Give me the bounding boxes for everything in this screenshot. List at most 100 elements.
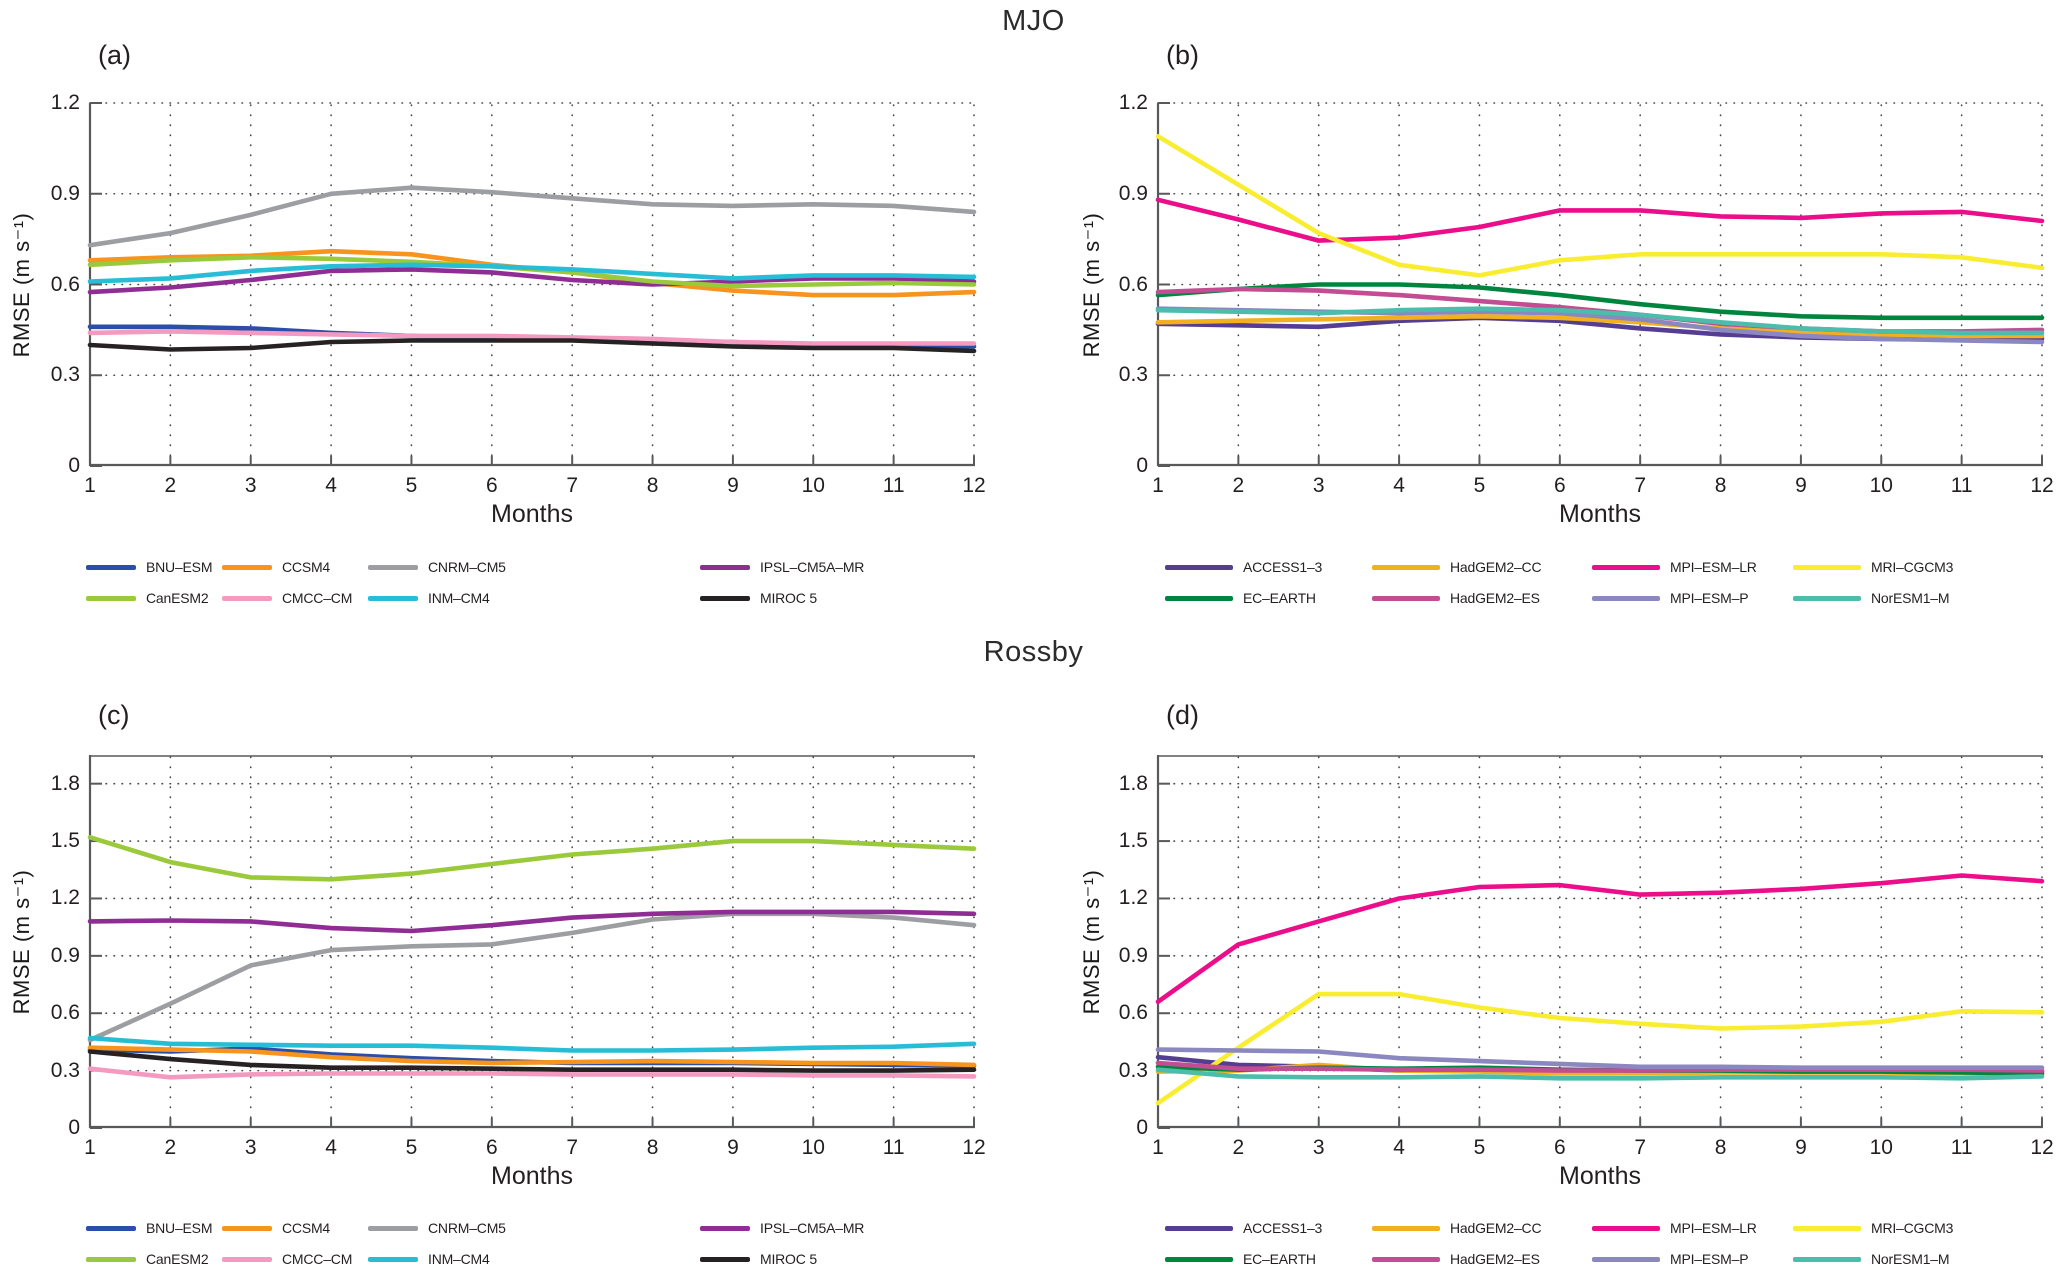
chart-plot-a — [87, 102, 977, 467]
legend-label-mri-cgcm3: MRI–CGCM3 — [1871, 1220, 1954, 1236]
chart-plot-d — [1155, 755, 2045, 1129]
x-tick-label-a: 4 — [325, 474, 337, 497]
x-tick-label-a: 2 — [164, 474, 177, 497]
legend-swatch-cmcc-cm — [222, 595, 272, 601]
legend-swatch-inm-cm4 — [368, 595, 418, 601]
series-line-miroc-5 — [87, 338, 977, 354]
legend-label-mpi-esm-lr: MPI–ESM–LR — [1670, 559, 1757, 575]
y-tick-label-c: 0 — [68, 1116, 80, 1139]
legend-swatch-ipsl-cm5a-mr — [700, 564, 750, 570]
legend-label-mpi-esm-p: MPI–ESM–P — [1670, 590, 1749, 606]
legend-swatch-ccsm4 — [222, 564, 272, 570]
series-line-noresm1-m — [1155, 1067, 2045, 1081]
series-line-ec-earth — [1155, 282, 2045, 321]
legend-label-ccsm4: CCSM4 — [282, 559, 331, 575]
series-line-cmcc-cm — [87, 1066, 977, 1080]
x-tick-label-d: 7 — [1634, 1136, 1647, 1159]
x-tick-label-d: 6 — [1553, 1136, 1566, 1159]
y-tick-label-a: 0.3 — [50, 363, 80, 387]
legend-label-canesm2: CanESM2 — [146, 1251, 209, 1267]
y-tick-label-d: 0.6 — [1118, 1001, 1148, 1025]
legend-label-mpi-esm-p: MPI–ESM–P — [1670, 1251, 1749, 1267]
panel-label-b: (b) — [1166, 40, 1199, 70]
x-tick-label-b: 3 — [1312, 474, 1325, 497]
legend-label-miroc-5: MIROC 5 — [760, 590, 817, 606]
legend-swatch-canesm2 — [86, 1256, 136, 1262]
x-tick-label-d: 2 — [1232, 1136, 1245, 1159]
panel-label-d: (d) — [1166, 700, 1199, 730]
x-axis-label-d: Months — [1559, 1162, 1641, 1190]
y-tick-label-a: 1.2 — [50, 91, 80, 114]
legend-label-noresm1-m: NorESM1–M — [1871, 590, 1950, 606]
series-line-mri-cgcm3 — [1155, 991, 2045, 1106]
y-tick-label-b: 1.2 — [1118, 91, 1148, 114]
y-tick-label-b: 0.9 — [1118, 181, 1148, 205]
legend-swatch-ccsm4 — [222, 1225, 272, 1231]
x-tick-label-a: 1 — [84, 474, 96, 497]
legend-swatch-access1-3 — [1165, 1225, 1233, 1231]
x-tick-label-c: 12 — [962, 1136, 986, 1159]
legend-swatch-inm-cm4 — [368, 1256, 418, 1262]
legend-swatch-bnu-esm — [86, 1225, 136, 1231]
series-line-cmcc-cm — [87, 329, 977, 346]
x-tick-label-c: 6 — [485, 1136, 498, 1159]
legend-swatch-cnrm-cm5 — [368, 564, 418, 570]
x-tick-label-c: 1 — [84, 1136, 96, 1159]
series-line-ipsl-cm5a-mr — [87, 909, 977, 934]
section-title-rossby: Rossby — [983, 636, 1084, 668]
legend-swatch-hadgem2-es — [1372, 595, 1440, 601]
legend-label-ipsl-cm5a-mr: IPSL–CM5A–MR — [760, 1220, 865, 1236]
y-tick-label-a: 0.6 — [50, 272, 80, 296]
y-tick-label-b: 0 — [1136, 454, 1148, 477]
y-tick-label-b: 0.6 — [1118, 272, 1148, 296]
x-tick-label-b: 11 — [1950, 474, 1973, 497]
x-tick-label-d: 4 — [1393, 1136, 1405, 1159]
x-tick-label-b: 4 — [1393, 474, 1405, 497]
legend-label-access1-3: ACCESS1–3 — [1243, 559, 1323, 575]
legend-swatch-mpi-esm-lr — [1592, 1225, 1660, 1231]
x-tick-label-b: 10 — [1869, 474, 1893, 497]
legend-label-hadgem2-cc: HadGEM2–CC — [1450, 559, 1542, 575]
legend-label-cnrm-cm5: CNRM–CM5 — [428, 559, 506, 575]
x-tick-label-a: 10 — [801, 474, 825, 497]
x-axis-label-b: Months — [1559, 500, 1641, 528]
legend-label-ec-earth: EC–EARTH — [1243, 590, 1316, 606]
legend-label-access1-3: ACCESS1–3 — [1243, 1220, 1323, 1236]
legend-swatch-cnrm-cm5 — [368, 1225, 418, 1231]
x-tick-label-a: 12 — [962, 474, 986, 497]
x-tick-label-d: 5 — [1473, 1136, 1486, 1159]
y-tick-label-c: 1.8 — [50, 771, 80, 795]
y-tick-label-a: 0.9 — [50, 181, 80, 205]
x-tick-label-d: 12 — [2030, 1136, 2054, 1159]
x-axis-label-c: Months — [491, 1162, 573, 1190]
legend-label-miroc-5: MIROC 5 — [760, 1251, 817, 1267]
section-title-mjo: MJO — [1002, 5, 1065, 37]
legend-swatch-cmcc-cm — [222, 1256, 272, 1262]
x-tick-label-b: 2 — [1232, 474, 1245, 497]
series-line-canesm2 — [87, 835, 977, 882]
x-tick-label-c: 9 — [727, 1136, 739, 1159]
legend-swatch-mri-cgcm3 — [1793, 564, 1861, 570]
y-tick-label-d: 1.2 — [1118, 886, 1148, 910]
legend-swatch-mpi-esm-p — [1592, 1256, 1660, 1262]
x-tick-label-a: 7 — [566, 474, 579, 497]
y-tick-label-a: 0 — [68, 454, 80, 477]
legend-label-bnu-esm: BNU–ESM — [146, 1220, 213, 1236]
legend-label-cnrm-cm5: CNRM–CM5 — [428, 1220, 506, 1236]
legend-label-ec-earth: EC–EARTH — [1243, 1251, 1316, 1267]
legend-label-inm-cm4: INM–CM4 — [428, 1251, 490, 1267]
legend-swatch-miroc-5 — [700, 1256, 750, 1262]
legend-label-cmcc-cm: CMCC–CM — [282, 1251, 353, 1267]
y-tick-label-d: 0 — [1136, 1116, 1148, 1139]
y-tick-label-d: 0.3 — [1118, 1058, 1148, 1082]
legend-swatch-bnu-esm — [86, 564, 136, 570]
chart-plot-b — [1155, 102, 2045, 467]
y-tick-label-d: 0.9 — [1118, 943, 1148, 967]
series-line-cnrm-cm5 — [87, 185, 977, 248]
legend-swatch-noresm1-m — [1793, 595, 1861, 601]
x-tick-label-b: 12 — [2030, 474, 2054, 497]
series-line-inm-cm4 — [87, 1035, 977, 1053]
y-tick-label-d: 1.5 — [1118, 829, 1148, 853]
x-tick-label-b: 5 — [1473, 474, 1486, 497]
y-tick-label-c: 1.5 — [50, 829, 80, 853]
